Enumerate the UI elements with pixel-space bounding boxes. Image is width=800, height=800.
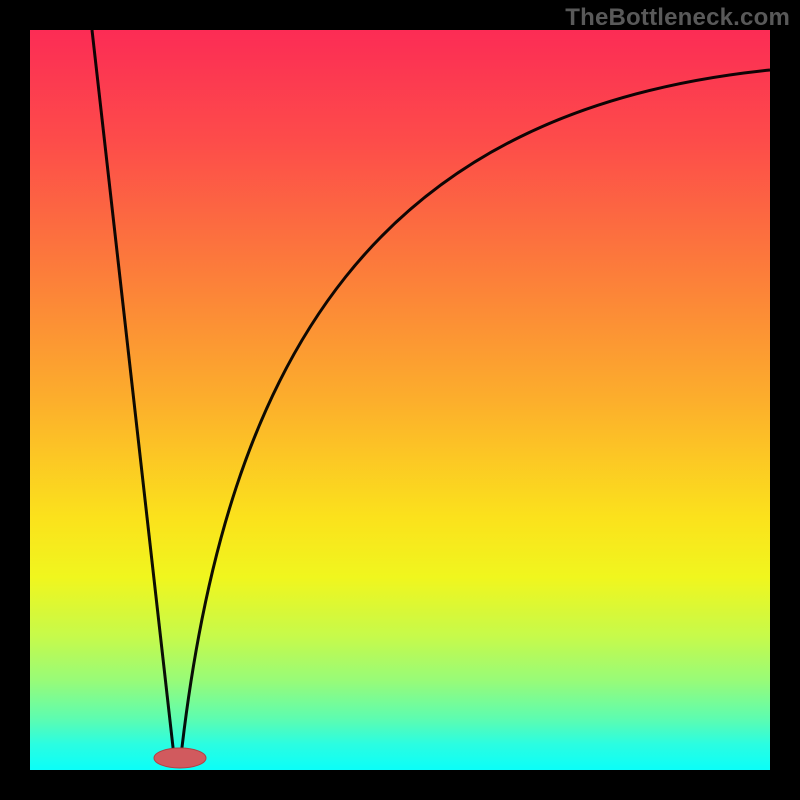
bottleneck-chart <box>0 0 800 800</box>
minimum-marker <box>154 748 206 768</box>
plot-gradient-background <box>30 30 770 770</box>
watermark-text: TheBottleneck.com <box>565 4 790 32</box>
figure-root: TheBottleneck.com <box>0 0 800 800</box>
